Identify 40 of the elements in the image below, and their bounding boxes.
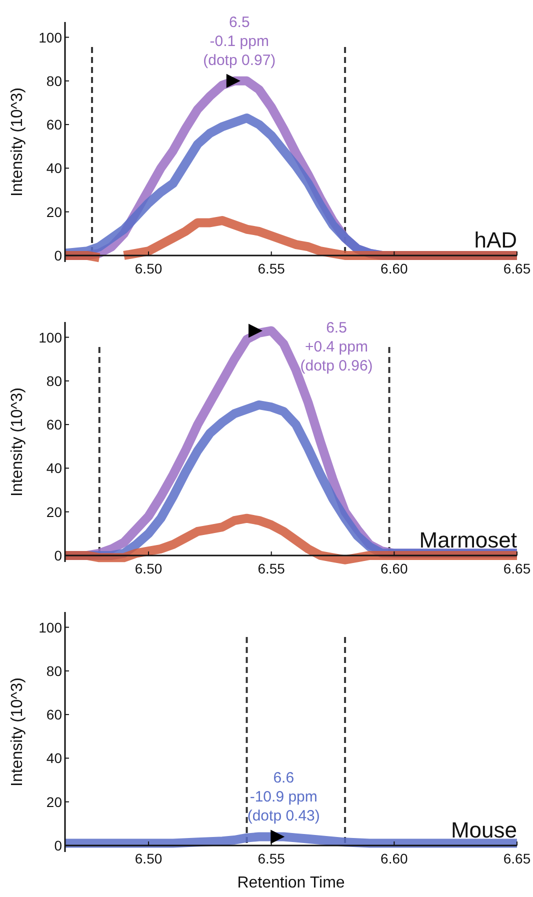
x-tick-label: 6.50 bbox=[134, 850, 162, 866]
y-tick-label: 100 bbox=[38, 29, 62, 46]
x-tick-label: 6.50 bbox=[134, 560, 162, 576]
annotation: 6.5 +0.4 ppm (dotp 0.96) bbox=[300, 320, 373, 375]
y-tick-label: 100 bbox=[38, 329, 62, 346]
y-tick-label: 80 bbox=[46, 662, 62, 679]
x-axis-title: Retention Time bbox=[237, 874, 345, 892]
y-tick-label: 80 bbox=[46, 72, 62, 89]
y-tick-label: 20 bbox=[46, 504, 62, 520]
x-tick-label: 6.65 bbox=[503, 260, 531, 276]
annotation: 6.5 -0.1 ppm (dotp 0.97) bbox=[203, 14, 276, 69]
y-tick-label: 40 bbox=[46, 460, 62, 476]
x-tick-label: 6.60 bbox=[380, 850, 408, 866]
y-tick-label: 20 bbox=[46, 204, 62, 220]
annotation: 6.6 -10.9 ppm (dotp 0.43) bbox=[247, 770, 320, 825]
y-tick-label: 40 bbox=[46, 160, 62, 176]
x-tick-label: 6.55 bbox=[258, 850, 286, 866]
y-tick-label: 20 bbox=[46, 794, 62, 810]
y-tick-label: 0 bbox=[54, 547, 62, 564]
x-tick-label: 6.50 bbox=[134, 260, 162, 276]
y-axis-title: Intensity (10^3) bbox=[9, 88, 26, 196]
x-tick-label: 6.60 bbox=[380, 560, 408, 576]
y-axis-title: Intensity (10^3) bbox=[9, 388, 26, 496]
x-tick-label: 6.65 bbox=[503, 850, 531, 866]
x-tick-label: 6.55 bbox=[258, 560, 286, 576]
text: hAD bbox=[474, 227, 517, 252]
y-tick-label: 0 bbox=[54, 837, 62, 854]
y-tick-label: 0 bbox=[54, 247, 62, 264]
y-tick-label: 60 bbox=[46, 706, 62, 723]
y-tick-label: 60 bbox=[46, 416, 62, 433]
y-tick-label: 100 bbox=[38, 619, 62, 636]
x-tick-label: 6.55 bbox=[258, 260, 286, 276]
x-tick-label: 6.60 bbox=[380, 260, 408, 276]
x-tick-label: 6.65 bbox=[503, 560, 531, 576]
y-tick-label: 40 bbox=[46, 750, 62, 766]
text: Marmoset bbox=[419, 527, 517, 552]
y-tick-label: 60 bbox=[46, 116, 62, 133]
text: Mouse bbox=[450, 817, 517, 842]
y-tick-label: 80 bbox=[46, 372, 62, 389]
y-axis-title: Intensity (10^3) bbox=[9, 678, 26, 786]
